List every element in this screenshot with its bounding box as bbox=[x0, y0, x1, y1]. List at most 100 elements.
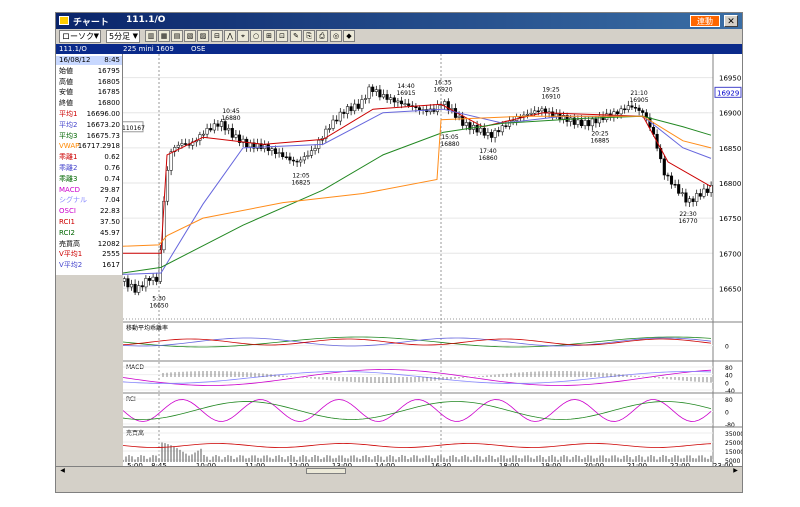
data-row-label: 高値 bbox=[59, 77, 73, 86]
candle-body bbox=[183, 143, 188, 145]
price-tick-label: 16950 bbox=[719, 75, 741, 83]
candle-body bbox=[137, 285, 141, 293]
data-row-label: VWAP bbox=[59, 142, 80, 151]
candle-body bbox=[144, 278, 148, 288]
zoom-tool-icon[interactable]: ⊟ bbox=[211, 30, 223, 42]
scroll-thumb[interactable] bbox=[306, 468, 346, 474]
chart-area[interactable]: 16950 16900 16850 16800 16750 16700 16650 16929… bbox=[120, 54, 744, 470]
candle-body bbox=[457, 115, 461, 118]
candle-body bbox=[623, 108, 627, 111]
data-row: 乖離2 0.76 bbox=[56, 164, 122, 173]
candle-body bbox=[525, 113, 530, 116]
trend-tool-icon[interactable]: ⋀ bbox=[224, 30, 236, 42]
candle-body bbox=[435, 104, 440, 112]
data-row: 平均2 16673.20 bbox=[56, 121, 122, 130]
table-tool-icon[interactable]: ▧ bbox=[184, 30, 196, 42]
candle-body bbox=[392, 97, 396, 103]
candle-body bbox=[630, 105, 634, 108]
annotation-price: 16920 bbox=[433, 87, 452, 94]
candle-body bbox=[633, 107, 638, 109]
pencil-icon[interactable]: ✎ bbox=[290, 30, 302, 42]
data-row: 平均1 16696.00 bbox=[56, 110, 122, 119]
candle-body bbox=[479, 127, 483, 133]
candle-body bbox=[482, 127, 486, 136]
candle-tool-icon[interactable]: ▥ bbox=[145, 30, 157, 42]
scroll-left-icon[interactable]: ◀ bbox=[60, 467, 65, 474]
copy-icon[interactable]: ⎘ bbox=[303, 30, 315, 42]
data-row-label: MACD bbox=[59, 185, 80, 194]
deviation-line bbox=[122, 338, 712, 346]
price-tick-label: 16800 bbox=[719, 180, 741, 188]
price-chart[interactable]: 16950 16900 16850 16800 16750 16700 16650 16929… bbox=[120, 54, 744, 470]
panel-tick-label: -40 bbox=[725, 388, 735, 395]
data-row-value: 29.87 bbox=[99, 185, 120, 194]
data-row-value: 16805 bbox=[97, 77, 120, 86]
chart-mode-select[interactable]: ローソク ▼ bbox=[59, 30, 101, 43]
panel-tick-label: 5000 bbox=[725, 458, 740, 465]
overlay-tool-icon[interactable]: ▦ bbox=[158, 30, 170, 42]
draw-tool-icon[interactable]: ⊞ bbox=[263, 30, 275, 42]
data-row-value: 0.76 bbox=[104, 164, 120, 172]
data-row: V平均2 1617 bbox=[56, 261, 122, 270]
close-button[interactable]: ✕ bbox=[724, 15, 738, 27]
data-row: シグナル 7.04 bbox=[56, 196, 122, 205]
data-panel: 16/08/12 8:45 始値 16795 高値 16805 安値 16785 終値 16800… bbox=[56, 54, 123, 275]
candle-body bbox=[270, 148, 274, 151]
data-row: 安値 16785 bbox=[56, 88, 122, 97]
annotation-price: 16860 bbox=[478, 155, 497, 162]
candle-body bbox=[291, 159, 296, 162]
candle-body bbox=[536, 110, 540, 113]
interval-select[interactable]: 5分足 ▼ bbox=[106, 30, 140, 43]
data-row: 乖離1 0.62 bbox=[56, 153, 122, 162]
candle-body bbox=[565, 115, 569, 122]
candle-body bbox=[198, 134, 202, 141]
data-row-value: 8:45 bbox=[104, 56, 120, 64]
search-icon[interactable]: ○ bbox=[250, 30, 262, 42]
panel-tick-label: 0 bbox=[725, 344, 729, 351]
cursor-tool-icon[interactable]: ⌖ bbox=[237, 30, 249, 42]
candle-body bbox=[619, 108, 623, 115]
grid-tool-icon[interactable]: ▤ bbox=[171, 30, 183, 42]
annotation-price: 16880 bbox=[221, 115, 240, 122]
annotation-price: 16910 bbox=[541, 94, 560, 101]
deviation-line bbox=[122, 337, 712, 347]
candle-body bbox=[489, 132, 494, 138]
candle-body bbox=[417, 107, 422, 111]
data-row-label: 終値 bbox=[59, 99, 73, 108]
candle-body bbox=[475, 124, 479, 133]
candle-body bbox=[705, 188, 710, 193]
data-row: RCI1 37.50 bbox=[56, 218, 122, 227]
candle-body bbox=[241, 138, 245, 143]
candle-body bbox=[677, 184, 681, 194]
layout-tool-icon[interactable]: ⊡ bbox=[276, 30, 288, 42]
candle-body bbox=[216, 123, 220, 127]
candle-body bbox=[637, 107, 641, 111]
candle-body bbox=[583, 120, 587, 127]
candle-body bbox=[151, 276, 155, 281]
data-row-label: 乖離1 bbox=[59, 153, 78, 162]
bar-tool-icon[interactable]: ▨ bbox=[197, 30, 209, 42]
settings-icon[interactable]: ◆ bbox=[343, 30, 355, 42]
title-bar[interactable]: チャート 111.1/O 連動 ✕ bbox=[56, 13, 742, 29]
data-row-value: 2555 bbox=[102, 250, 120, 259]
horizontal-scrollbar[interactable]: ◀ ▶ bbox=[56, 466, 742, 475]
print-icon[interactable]: ⎙ bbox=[316, 30, 328, 42]
signal-line bbox=[122, 371, 712, 384]
candle-body bbox=[165, 170, 170, 202]
linked-button[interactable]: 連動 bbox=[690, 15, 720, 27]
panel-tick-label: 40 bbox=[725, 373, 733, 380]
current-price-label: 16929 bbox=[717, 89, 739, 97]
data-row-value: 0.62 bbox=[104, 153, 120, 162]
instrument-bar: 111.1/O 225 mini 1609 OSE bbox=[56, 44, 742, 54]
annotation-price: 16770 bbox=[678, 218, 697, 225]
annotation-price: 16885 bbox=[590, 137, 609, 144]
candle-body bbox=[403, 103, 407, 106]
magnifier-icon[interactable]: ◎ bbox=[330, 30, 342, 42]
candle-body bbox=[201, 133, 206, 136]
scroll-right-icon[interactable]: ▶ bbox=[733, 467, 738, 474]
ma3-line bbox=[122, 115, 712, 274]
annotation-price: 16915 bbox=[396, 90, 415, 97]
current-price-tag bbox=[714, 86, 742, 98]
data-row: RCI2 45.97 bbox=[56, 229, 122, 238]
candle-body bbox=[313, 148, 317, 151]
